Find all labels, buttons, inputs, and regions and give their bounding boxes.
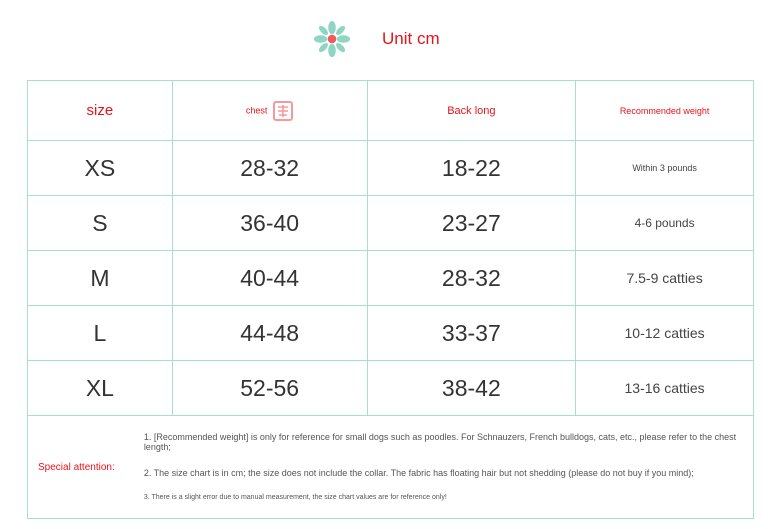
back-cell: 38-42 xyxy=(366,360,577,416)
notes-label: Special attention: xyxy=(38,461,115,473)
note-item: 1. [Recommended weight] is only for refe… xyxy=(143,431,737,453)
weight-cell: Within 3 pounds xyxy=(575,140,754,196)
header-chest-label: chest xyxy=(245,104,268,115)
weight-cell: 13-16 catties xyxy=(575,360,754,416)
chest-cell: 44-48 xyxy=(171,305,368,361)
notes-row: Special attention: 1. [Recommended weigh… xyxy=(27,415,754,519)
chest-icon xyxy=(273,100,294,121)
header-back-long: Back long xyxy=(366,80,577,141)
back-cell: 18-22 xyxy=(366,140,577,196)
back-cell: 23-27 xyxy=(366,195,577,251)
weight-cell: 10-12 catties xyxy=(575,305,754,361)
weight-cell: 7.5-9 catties xyxy=(575,250,754,306)
size-chart-table: size chest Back long Recommended weight … xyxy=(27,80,754,519)
table-row: L 44-48 33-37 10-12 catties xyxy=(27,305,754,361)
size-cell: L xyxy=(27,305,173,361)
chest-cell: 28-32 xyxy=(171,140,368,196)
chest-cell: 40-44 xyxy=(171,250,368,306)
unit-label: Unit cm xyxy=(382,29,440,48)
notes-cell: Special attention: 1. [Recommended weigh… xyxy=(27,415,754,519)
size-cell: XS xyxy=(27,140,173,196)
weight-cell: 4-6 pounds xyxy=(575,195,754,251)
size-cell: S xyxy=(27,195,173,251)
size-cell: XL xyxy=(27,360,173,416)
header-weight: Recommended weight xyxy=(575,80,754,141)
flower-icon xyxy=(313,20,351,58)
header-row: size chest Back long Recommended weight xyxy=(27,80,754,141)
header-chest: chest xyxy=(171,80,368,141)
chest-cell: 36-40 xyxy=(171,195,368,251)
table-row: XL 52-56 38-42 13-16 catties xyxy=(27,360,754,416)
header-size: size xyxy=(27,80,173,141)
table-row: S 36-40 23-27 4-6 pounds xyxy=(27,195,754,251)
table-row: XS 28-32 18-22 Within 3 pounds xyxy=(27,140,754,196)
note-item: 2. The size chart is in cm; the size doe… xyxy=(143,468,694,479)
back-cell: 33-37 xyxy=(366,305,577,361)
notes-list: 1. [Recommended weight] is only for refe… xyxy=(144,432,753,503)
chest-cell: 52-56 xyxy=(171,360,368,416)
title-bar: Unit cm xyxy=(0,10,773,58)
size-cell: M xyxy=(27,250,173,306)
note-item: 3. There is a slight error due to manual… xyxy=(143,494,447,501)
table-row: M 40-44 28-32 7.5-9 catties xyxy=(27,250,754,306)
back-cell: 28-32 xyxy=(366,250,577,306)
